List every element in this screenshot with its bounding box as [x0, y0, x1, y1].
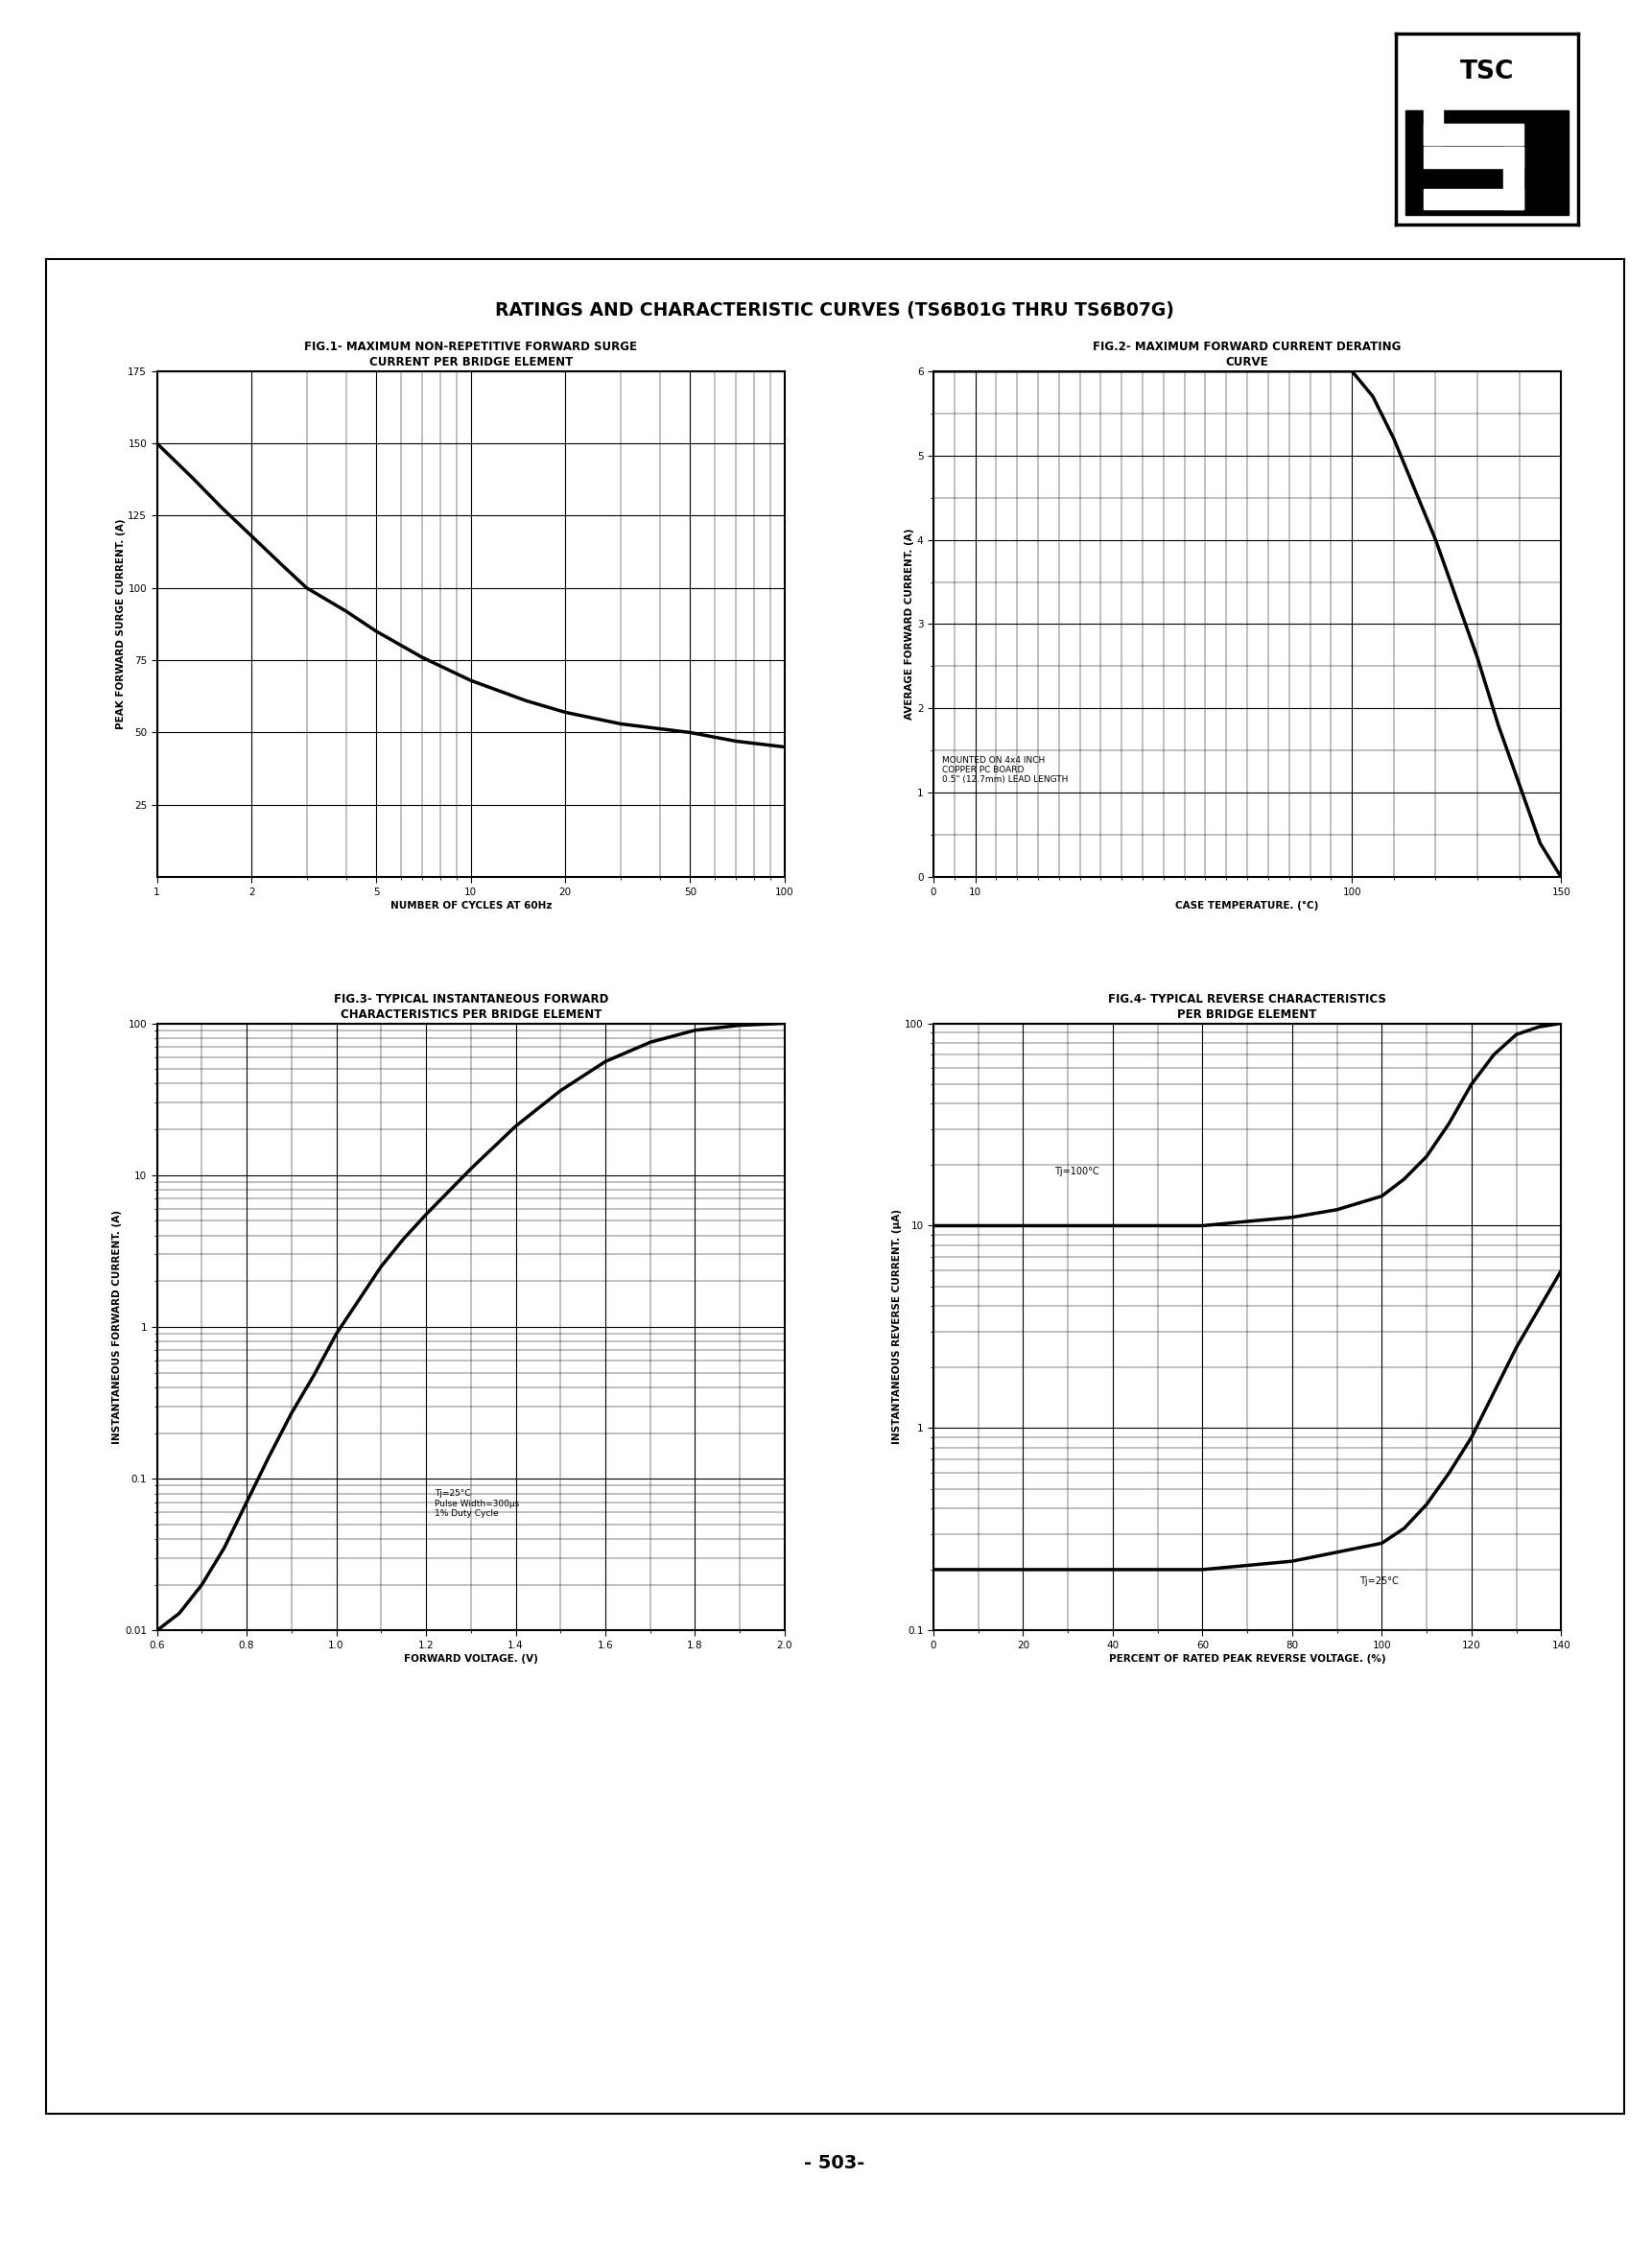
X-axis label: FORWARD VOLTAGE. (V): FORWARD VOLTAGE. (V) — [403, 1653, 539, 1664]
Bar — [1404, 110, 1569, 216]
Text: RATINGS AND CHARACTERISTIC CURVES (TS6B01G THRU TS6B07G): RATINGS AND CHARACTERISTIC CURVES (TS6B0… — [494, 301, 1175, 319]
Text: - 503-: - 503- — [805, 2155, 864, 2173]
Bar — [1422, 124, 1523, 144]
Title: FIG.2- MAXIMUM FORWARD CURRENT DERATING
CURVE: FIG.2- MAXIMUM FORWARD CURRENT DERATING … — [1094, 342, 1401, 369]
Bar — [1422, 146, 1523, 169]
Title: FIG.1- MAXIMUM NON-REPETITIVE FORWARD SURGE
CURRENT PER BRIDGE ELEMENT: FIG.1- MAXIMUM NON-REPETITIVE FORWARD SU… — [304, 342, 638, 369]
Y-axis label: AVERAGE FORWARD CURRENT. (A): AVERAGE FORWARD CURRENT. (A) — [905, 529, 914, 720]
Bar — [1422, 106, 1444, 144]
Text: Tj=25°C
Pulse Width=300μs
1% Duty Cycle: Tj=25°C Pulse Width=300μs 1% Duty Cycle — [434, 1489, 520, 1518]
Text: MOUNTED ON 4x4 INCH
COPPER PC BOARD
0.5" (12.7mm) LEAD LENGTH: MOUNTED ON 4x4 INCH COPPER PC BOARD 0.5"… — [942, 756, 1067, 785]
Title: FIG.3- TYPICAL INSTANTANEOUS FORWARD
CHARACTERISTICS PER BRIDGE ELEMENT: FIG.3- TYPICAL INSTANTANEOUS FORWARD CHA… — [334, 994, 608, 1021]
Bar — [1503, 146, 1523, 209]
Text: Tj=25°C: Tj=25°C — [1360, 1577, 1399, 1586]
Y-axis label: INSTANTANEOUS FORWARD CURRENT. (A): INSTANTANEOUS FORWARD CURRENT. (A) — [112, 1210, 122, 1444]
Text: Tj=100°C: Tj=100°C — [1054, 1167, 1099, 1176]
Bar — [1422, 189, 1523, 209]
Title: FIG.4- TYPICAL REVERSE CHARACTERISTICS
PER BRIDGE ELEMENT: FIG.4- TYPICAL REVERSE CHARACTERISTICS P… — [1108, 994, 1386, 1021]
Y-axis label: PEAK FORWARD SURGE CURRENT. (A): PEAK FORWARD SURGE CURRENT. (A) — [116, 520, 126, 729]
X-axis label: CASE TEMPERATURE. (°C): CASE TEMPERATURE. (°C) — [1176, 900, 1318, 911]
Y-axis label: INSTANTANEOUS REVERSE CURRENT. (μA): INSTANTANEOUS REVERSE CURRENT. (μA) — [892, 1210, 902, 1444]
X-axis label: NUMBER OF CYCLES AT 60Hz: NUMBER OF CYCLES AT 60Hz — [390, 900, 552, 911]
X-axis label: PERCENT OF RATED PEAK REVERSE VOLTAGE. (%): PERCENT OF RATED PEAK REVERSE VOLTAGE. (… — [1108, 1653, 1386, 1664]
Text: TSC: TSC — [1460, 58, 1513, 85]
